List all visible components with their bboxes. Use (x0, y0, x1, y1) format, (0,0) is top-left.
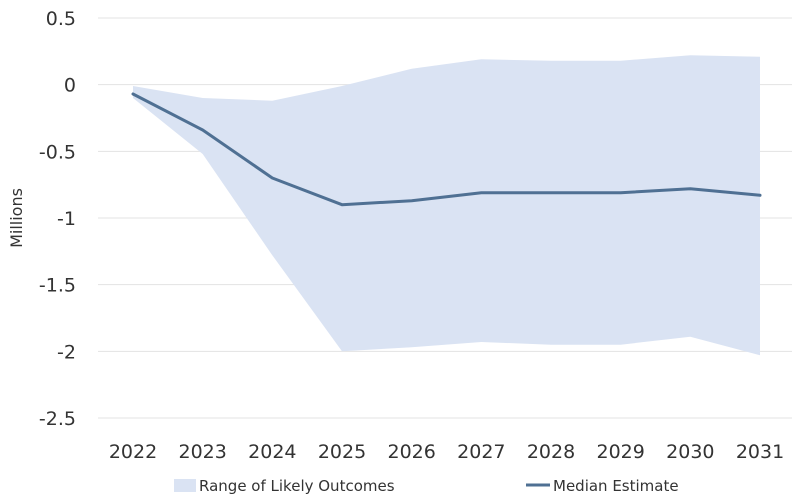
y-axis-title: Millions (7, 188, 26, 248)
x-tick-label: 2031 (736, 441, 784, 463)
median-line (131, 92, 762, 207)
y-tick-label: -2.5 (39, 408, 76, 430)
x-tick-label: 2024 (248, 441, 296, 463)
x-tick-label: 2023 (178, 441, 226, 463)
x-tick-label: 2027 (457, 441, 505, 463)
x-tick-label: 2022 (109, 441, 157, 463)
y-tick-label: 0 (64, 75, 76, 97)
x-tick-label: 2026 (387, 441, 435, 463)
y-tick-label: -0.5 (39, 141, 76, 163)
legend-label-range: Range of Likely Outcomes (199, 477, 395, 495)
legend-swatch-range (174, 479, 196, 492)
x-tick-label: 2030 (666, 441, 714, 463)
y-tick-label: 0.5 (46, 8, 76, 30)
x-tick-label: 2029 (596, 441, 644, 463)
x-tick-label: 2025 (318, 441, 366, 463)
y-tick-label: -1.5 (39, 275, 76, 297)
legend-label-median: Median Estimate (553, 477, 679, 495)
y-tick-label: -1 (57, 208, 76, 230)
x-tick-label: 2028 (527, 441, 575, 463)
y-tick-label: -2 (57, 341, 76, 363)
range-band-area (133, 55, 760, 356)
